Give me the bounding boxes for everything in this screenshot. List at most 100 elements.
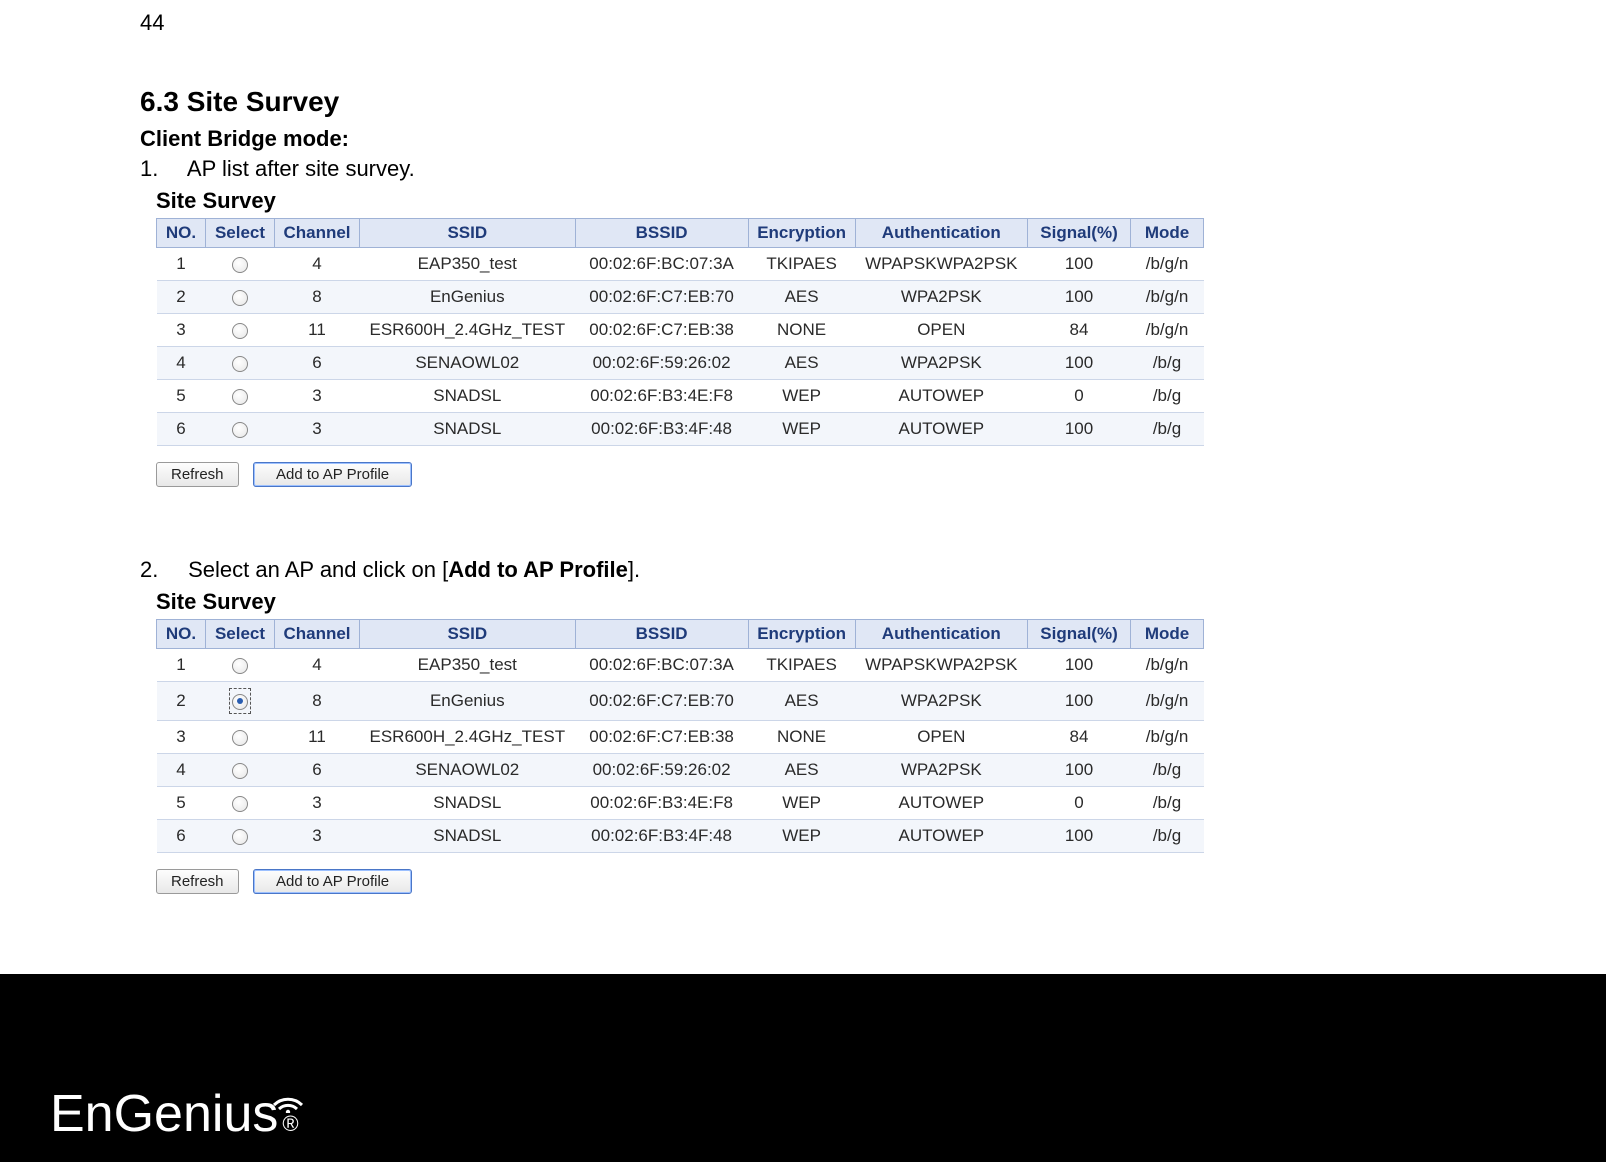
cell	[206, 314, 275, 347]
step-2-suffix: ].	[628, 557, 640, 582]
cell: 100	[1028, 413, 1131, 446]
cell: 8	[275, 281, 360, 314]
wifi-icon	[268, 1066, 308, 1096]
select-radio[interactable]	[232, 796, 248, 812]
cell: 3	[157, 314, 206, 347]
cell: 00:02:6F:59:26:02	[575, 347, 748, 380]
cell: 00:02:6F:B3:4E:F8	[575, 380, 748, 413]
cell: WEP	[748, 820, 855, 853]
col-encryption: Encryption	[748, 219, 855, 248]
col-auth: Authentication	[855, 620, 1027, 649]
cell: /b/g/n	[1131, 248, 1204, 281]
cell: 00:02:6F:BC:07:3A	[575, 248, 748, 281]
col-bssid: BSSID	[575, 219, 748, 248]
cell: EAP350_test	[360, 649, 576, 682]
select-radio[interactable]	[232, 323, 248, 339]
cell: 6	[157, 820, 206, 853]
cell: /b/g	[1131, 820, 1204, 853]
cell	[206, 248, 275, 281]
select-radio[interactable]	[232, 356, 248, 372]
cell: ESR600H_2.4GHz_TEST	[360, 314, 576, 347]
cell: 3	[275, 820, 360, 853]
select-radio[interactable]	[232, 730, 248, 746]
cell: ESR600H_2.4GHz_TEST	[360, 721, 576, 754]
cell: 84	[1028, 314, 1131, 347]
cell: /b/g	[1131, 754, 1204, 787]
cell: 8	[275, 682, 360, 721]
button-row-2: Refresh Add to AP Profile	[156, 869, 1466, 894]
cell: AUTOWEP	[855, 380, 1027, 413]
cell: WPAPSKWPA2PSK	[855, 248, 1027, 281]
survey-table-2: NO.SelectChannelSSIDBSSIDEncryptionAuthe…	[156, 619, 1204, 853]
select-radio[interactable]	[232, 257, 248, 273]
cell: 0	[1028, 787, 1131, 820]
table-row: 311ESR600H_2.4GHz_TEST00:02:6F:C7:EB:38N…	[157, 314, 1204, 347]
cell: 6	[275, 347, 360, 380]
cell: 00:02:6F:BC:07:3A	[575, 649, 748, 682]
refresh-button[interactable]: Refresh	[156, 869, 239, 894]
cell: 100	[1028, 682, 1131, 721]
cell: 5	[157, 380, 206, 413]
cell: 3	[157, 721, 206, 754]
add-to-ap-profile-button[interactable]: Add to AP Profile	[253, 462, 412, 487]
engenius-logo: EnGenius®	[50, 1084, 299, 1144]
cell	[206, 721, 275, 754]
cell: SNADSL	[360, 380, 576, 413]
select-radio[interactable]	[232, 422, 248, 438]
cell	[206, 281, 275, 314]
col-select: Select	[206, 620, 275, 649]
table-row: 46SENAOWL0200:02:6F:59:26:02AESWPA2PSK10…	[157, 754, 1204, 787]
cell: 6	[275, 754, 360, 787]
step-2-num: 2.	[140, 557, 182, 583]
cell	[206, 413, 275, 446]
cell: 100	[1028, 281, 1131, 314]
cell: EnGenius	[360, 281, 576, 314]
button-row-1: Refresh Add to AP Profile	[156, 462, 1466, 487]
cell: 4	[275, 649, 360, 682]
col-signal: Signal(%)	[1028, 219, 1131, 248]
cell: 00:02:6F:C7:EB:70	[575, 682, 748, 721]
select-radio[interactable]	[232, 290, 248, 306]
cell: WPA2PSK	[855, 754, 1027, 787]
cell: 2	[157, 281, 206, 314]
col-no: NO.	[157, 219, 206, 248]
table-row: 28EnGenius00:02:6F:C7:EB:70AESWPA2PSK100…	[157, 281, 1204, 314]
survey-block-2: Site Survey NO.SelectChannelSSIDBSSIDEnc…	[156, 589, 1466, 894]
cell: NONE	[748, 721, 855, 754]
select-radio[interactable]	[232, 658, 248, 674]
table-row: 311ESR600H_2.4GHz_TEST00:02:6F:C7:EB:38N…	[157, 721, 1204, 754]
add-to-ap-profile-button[interactable]: Add to AP Profile	[253, 869, 412, 894]
select-radio[interactable]	[232, 694, 248, 710]
cell: WEP	[748, 413, 855, 446]
logo-reg: ®	[282, 1111, 298, 1137]
cell: 3	[275, 380, 360, 413]
cell: 00:02:6F:B3:4F:48	[575, 820, 748, 853]
cell: 6	[157, 413, 206, 446]
cell: SENAOWL02	[360, 754, 576, 787]
cell: TKIPAES	[748, 649, 855, 682]
cell: WPAPSKWPA2PSK	[855, 649, 1027, 682]
survey-title-1: Site Survey	[156, 188, 1466, 214]
cell: SENAOWL02	[360, 347, 576, 380]
cell: 100	[1028, 649, 1131, 682]
cell	[206, 820, 275, 853]
select-radio[interactable]	[232, 389, 248, 405]
cell: 100	[1028, 754, 1131, 787]
select-radio[interactable]	[232, 763, 248, 779]
select-radio[interactable]	[232, 829, 248, 845]
page-number: 44	[140, 10, 1466, 36]
cell: AUTOWEP	[855, 413, 1027, 446]
cell: 100	[1028, 347, 1131, 380]
col-encryption: Encryption	[748, 620, 855, 649]
step-2-bold: Add to AP Profile	[448, 557, 628, 582]
survey-table-1: NO.SelectChannelSSIDBSSIDEncryptionAuthe…	[156, 218, 1204, 446]
col-mode: Mode	[1131, 620, 1204, 649]
step-1-num: 1.	[140, 156, 182, 182]
cell	[206, 649, 275, 682]
cell: /b/g/n	[1131, 314, 1204, 347]
cell: 00:02:6F:B3:4F:48	[575, 413, 748, 446]
cell: /b/g/n	[1131, 682, 1204, 721]
cell: SNADSL	[360, 413, 576, 446]
refresh-button[interactable]: Refresh	[156, 462, 239, 487]
cell: TKIPAES	[748, 248, 855, 281]
